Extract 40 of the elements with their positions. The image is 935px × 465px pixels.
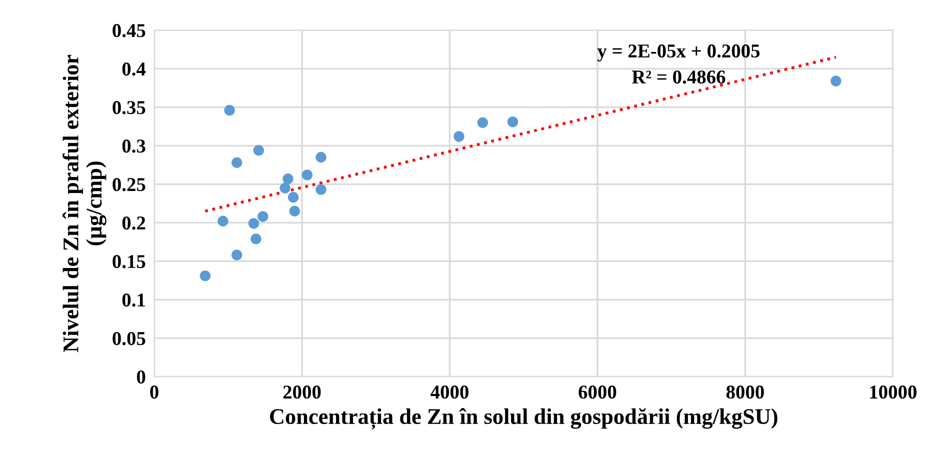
point <box>200 270 211 282</box>
y-axis-title: Nivelul de Zn în praful exterior (µg/cmp) <box>62 54 106 352</box>
point <box>454 131 464 142</box>
point <box>232 157 242 168</box>
y-tick-label: 0.2 <box>122 216 146 230</box>
y-tick-label: 0.4 <box>122 62 146 76</box>
point <box>224 104 235 116</box>
x-tick-label: 2000 <box>283 386 321 399</box>
point <box>282 173 294 184</box>
point <box>830 76 842 86</box>
x-axis-title: Concentrația de Zn în solul din gospodării (mg/kgSU) <box>270 408 778 430</box>
y-tick-label: 0.3 <box>122 140 146 153</box>
point <box>280 182 290 194</box>
point <box>250 233 262 244</box>
point <box>289 206 300 216</box>
x-tick-label: 10000 <box>870 386 916 399</box>
point <box>232 250 242 260</box>
x-tick-label: 4000 <box>430 386 468 399</box>
x-tick-label: 6000 <box>578 386 616 399</box>
point <box>302 170 313 180</box>
y-tick-label: 0.05 <box>112 332 146 346</box>
y-tick-label: 0.35 <box>112 101 146 114</box>
point <box>248 218 260 229</box>
point <box>258 211 268 222</box>
y-tick-label: 0.45 <box>112 24 146 38</box>
annotation: R² = 0.4866 <box>632 70 726 84</box>
point <box>507 116 518 128</box>
y-tick-label: 0.1 <box>122 293 145 307</box>
point <box>477 117 488 128</box>
point <box>218 216 228 226</box>
point <box>288 192 299 203</box>
y-tick-label: 0 <box>136 370 146 384</box>
y-tick-label: 0.15 <box>112 254 146 268</box>
annotation: y = 2E-05x + 0.2005 <box>597 44 760 62</box>
y-tick-label: 0.25 <box>112 178 146 192</box>
x-tick-label: 8000 <box>726 386 764 399</box>
point <box>316 184 326 195</box>
point <box>253 144 264 156</box>
x-tick-label: 0 <box>150 386 158 399</box>
point <box>316 152 326 163</box>
